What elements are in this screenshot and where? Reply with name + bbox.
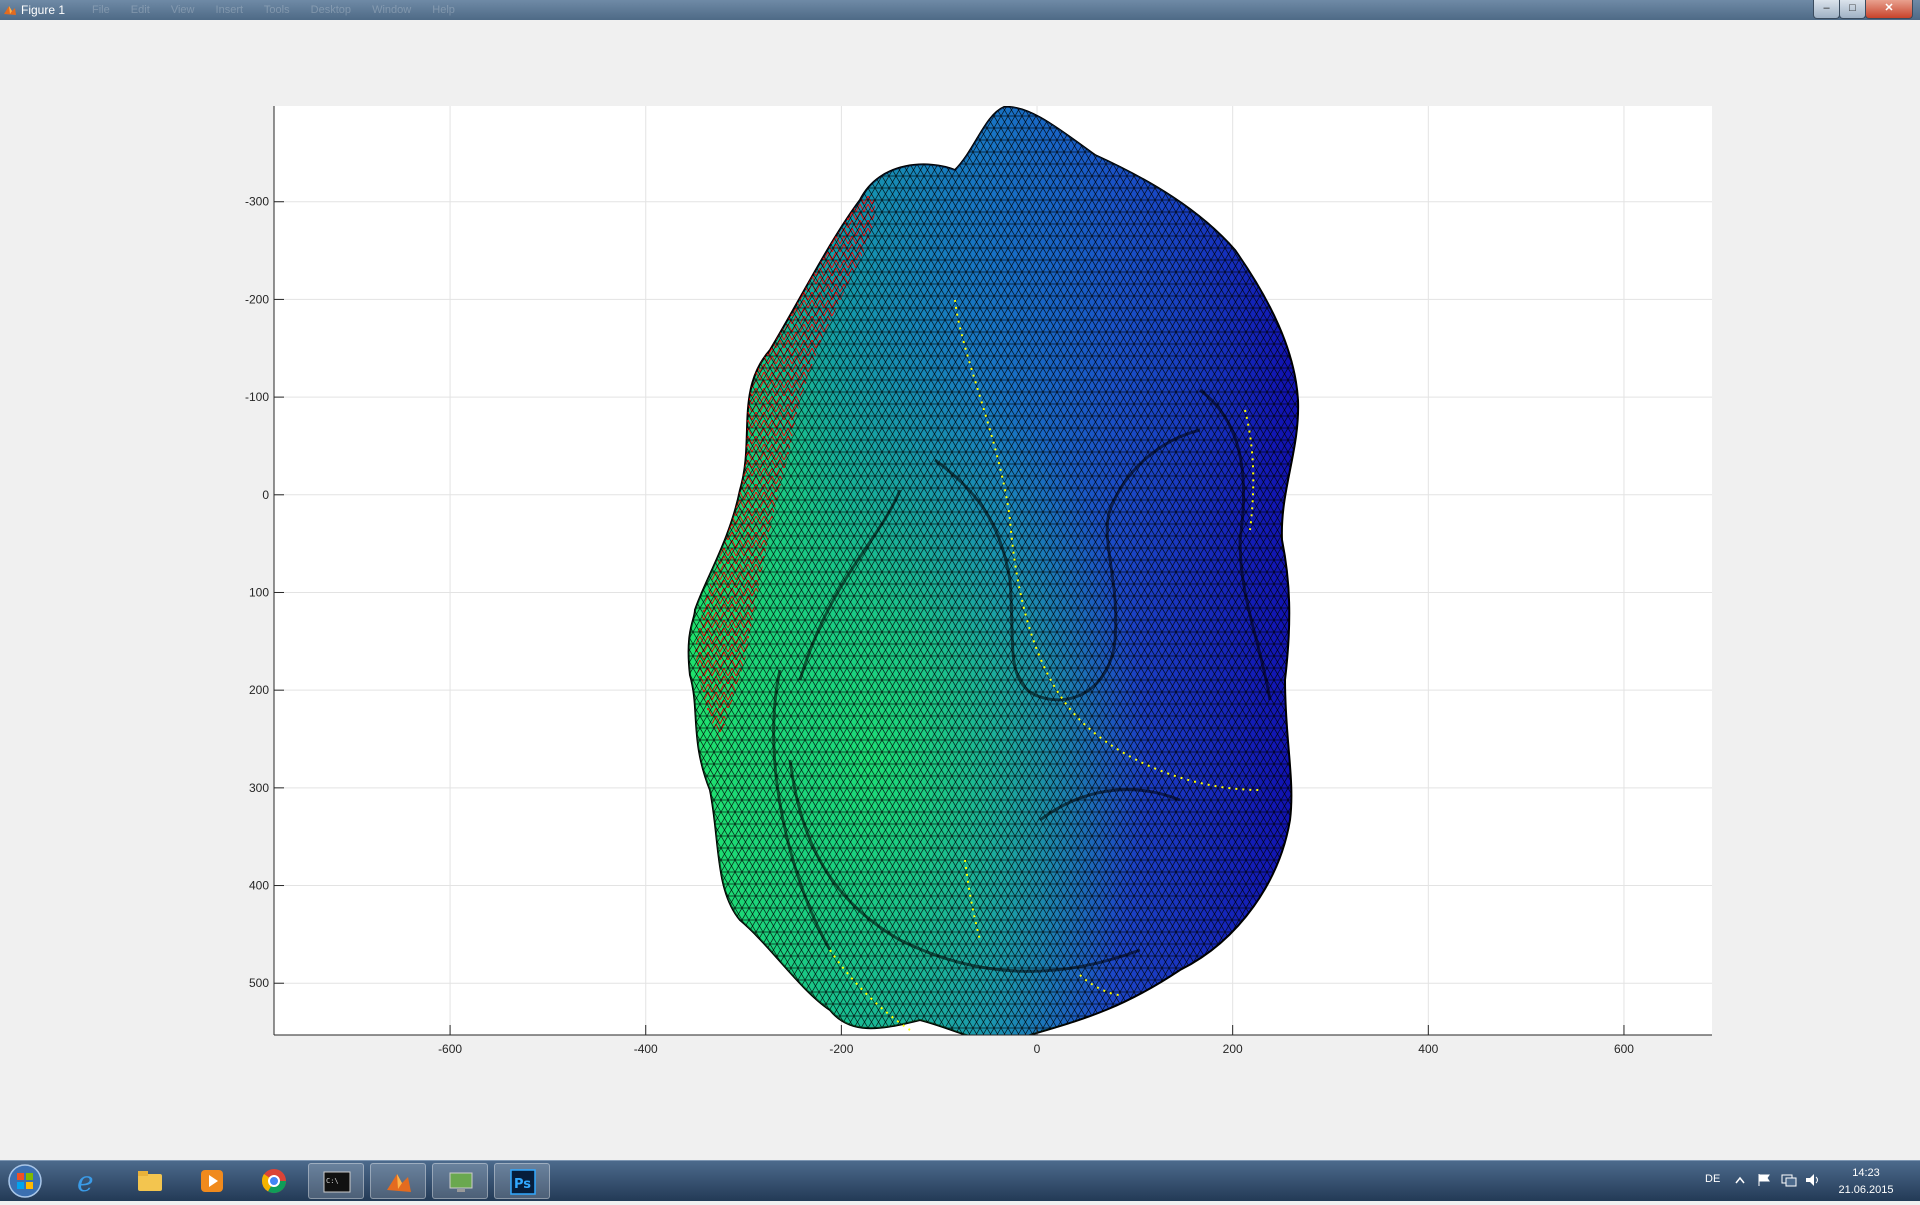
y-tick-label: 300 bbox=[249, 781, 269, 795]
remote-desktop-icon bbox=[449, 1172, 473, 1192]
svg-text:Ps: Ps bbox=[514, 1177, 531, 1192]
taskbar: e C:\ Ps DE 14:23 21.06.2015 bbox=[0, 1160, 1920, 1201]
menu-help[interactable]: Help bbox=[432, 4, 455, 16]
close-button[interactable]: ✕ bbox=[1865, 0, 1913, 19]
minimize-button[interactable]: – bbox=[1813, 0, 1840, 19]
x-axis-ticks: -600 -400 -200 0 200 400 600 bbox=[438, 1025, 1634, 1056]
taskbar-matlab[interactable] bbox=[370, 1163, 426, 1199]
windows-orb-icon bbox=[8, 1164, 42, 1198]
menu-bar[interactable]: File Edit View Insert Tools Desktop Wind… bbox=[92, 4, 473, 16]
y-tick-label: -200 bbox=[245, 292, 269, 306]
taskbar-internet-explorer[interactable]: e bbox=[60, 1163, 116, 1199]
surface-plot[interactable] bbox=[687, 106, 1300, 1043]
taskbar-command-prompt[interactable]: C:\ bbox=[308, 1163, 364, 1199]
triangle-mesh bbox=[688, 106, 1299, 1035]
internet-explorer-icon: e bbox=[77, 1167, 94, 1195]
y-tick-label: 500 bbox=[249, 976, 269, 990]
x-tick-label: 600 bbox=[1614, 1042, 1634, 1056]
window-title: Figure 1 bbox=[21, 3, 66, 17]
action-center-flag-icon[interactable] bbox=[1757, 1173, 1771, 1187]
maximize-button[interactable]: □ bbox=[1839, 0, 1866, 19]
taskbar-remote-desktop[interactable] bbox=[432, 1163, 488, 1199]
matlab-icon bbox=[4, 6, 16, 15]
y-tick-label: 0 bbox=[262, 488, 269, 502]
chrome-icon bbox=[261, 1169, 286, 1194]
svg-text:C:\: C:\ bbox=[326, 1177, 339, 1185]
x-tick-label: -600 bbox=[438, 1042, 462, 1056]
y-tick-label: -100 bbox=[245, 390, 269, 404]
taskbar-file-explorer[interactable] bbox=[122, 1163, 178, 1199]
x-tick-label: -200 bbox=[829, 1042, 853, 1056]
menu-file[interactable]: File bbox=[92, 4, 110, 16]
y-axis-ticks: -300 -200 -100 0 100 200 300 400 500 bbox=[245, 195, 284, 990]
system-clock[interactable]: 14:23 21.06.2015 bbox=[1825, 1165, 1907, 1199]
language-indicator[interactable]: DE bbox=[1705, 1173, 1721, 1185]
folder-icon bbox=[138, 1171, 162, 1191]
taskbar-media-player[interactable] bbox=[184, 1163, 240, 1199]
x-tick-label: 400 bbox=[1418, 1042, 1438, 1056]
show-hidden-icons-icon[interactable] bbox=[1735, 1173, 1745, 1187]
menu-desktop[interactable]: Desktop bbox=[310, 4, 352, 16]
x-tick-label: 0 bbox=[1034, 1042, 1041, 1056]
menu-insert[interactable]: Insert bbox=[215, 4, 244, 16]
menu-view[interactable]: View bbox=[170, 4, 195, 16]
media-player-icon bbox=[201, 1170, 223, 1192]
y-tick-label: 400 bbox=[249, 879, 269, 893]
clock-time: 14:23 bbox=[1852, 1167, 1880, 1179]
svg-text:e: e bbox=[77, 1167, 94, 1195]
menu-tools[interactable]: Tools bbox=[263, 4, 290, 16]
y-tick-label: 200 bbox=[249, 683, 269, 697]
network-icon[interactable] bbox=[1781, 1173, 1797, 1187]
command-prompt-icon: C:\ bbox=[323, 1171, 351, 1193]
window-titlebar[interactable]: Figure 1 File Edit View Insert Tools Des… bbox=[0, 0, 1920, 20]
matlab-icon bbox=[387, 1174, 411, 1192]
y-tick-label: 100 bbox=[249, 585, 269, 599]
x-tick-label: -400 bbox=[634, 1042, 658, 1056]
yellow-edge-markers bbox=[829, 299, 1261, 1031]
clock-date: 21.06.2015 bbox=[1838, 1184, 1894, 1196]
x-tick-label: 200 bbox=[1223, 1042, 1243, 1056]
taskbar-photoshop[interactable]: Ps bbox=[494, 1163, 550, 1199]
taskbar-chrome[interactable] bbox=[246, 1163, 302, 1199]
start-button[interactable] bbox=[3, 1162, 47, 1200]
figure-canvas[interactable]: -600 -400 -200 0 200 400 600 -300 -200 -100 0 100 2… bbox=[0, 20, 1920, 1160]
volume-icon[interactable] bbox=[1805, 1173, 1821, 1187]
facial-contours bbox=[772, 388, 1272, 973]
y-tick-label: -300 bbox=[245, 195, 269, 209]
menu-window[interactable]: Window bbox=[372, 4, 412, 16]
photoshop-icon: Ps bbox=[510, 1169, 536, 1195]
menu-edit[interactable]: Edit bbox=[130, 4, 150, 16]
